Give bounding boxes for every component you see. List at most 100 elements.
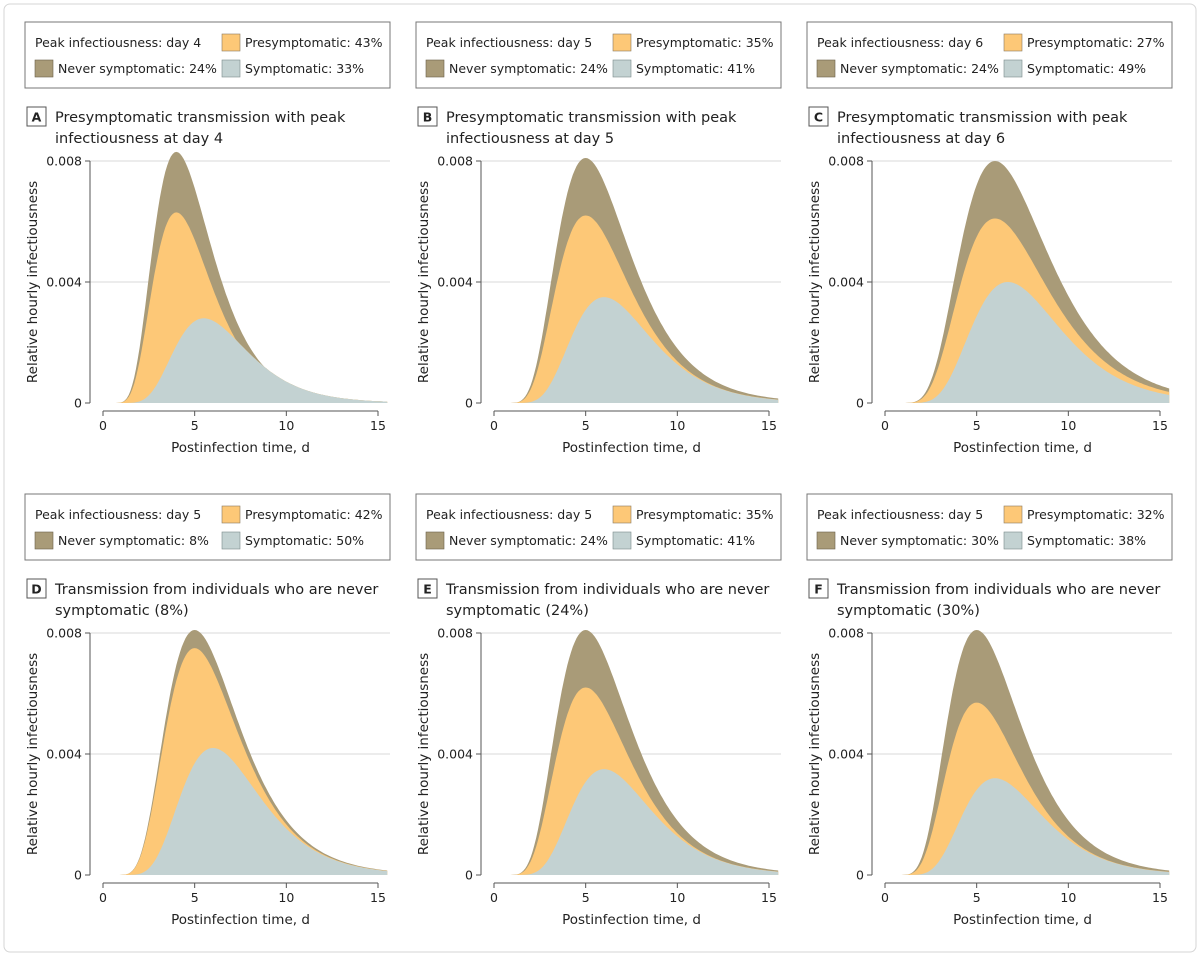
panel-title-line: infectiousness at day 6 — [837, 131, 1005, 147]
legend-swatch-symptomatic — [1003, 531, 1023, 550]
y-tick-label: 0.008 — [437, 626, 473, 641]
panel-letter: A — [32, 110, 42, 125]
y-tick-label: 0 — [856, 868, 864, 883]
panel-title-line: infectiousness at day 5 — [446, 131, 614, 147]
x-axis-label: Postinfection time, d — [953, 912, 1092, 928]
panel-title-line: Transmission from individuals who are ne… — [445, 582, 769, 598]
y-tick-label: 0 — [74, 868, 82, 883]
legend-swatch-never — [34, 531, 54, 550]
x-tick-label: 15 — [1152, 890, 1168, 905]
legend-swatch-presymptomatic — [1003, 33, 1023, 52]
y-tick-label: 0 — [74, 396, 82, 411]
legend-swatch-presymptomatic — [612, 33, 632, 52]
panel-title-line: Presymptomatic transmission with peak — [837, 110, 1128, 126]
legend-box — [415, 493, 782, 561]
y-tick-label: 0.004 — [46, 275, 82, 290]
x-tick-label: 10 — [669, 418, 685, 433]
legend-swatch-presymptomatic — [612, 505, 632, 524]
legend-never: Never symptomatic: 24% — [58, 61, 217, 76]
x-tick-label: 10 — [669, 890, 685, 905]
x-axis-label: Postinfection time, d — [562, 912, 701, 928]
legend-peak: Peak infectiousness: day 5 — [35, 507, 201, 522]
area-symptomatic — [885, 778, 1170, 875]
x-tick-label: 10 — [1060, 418, 1076, 433]
y-tick-label: 0.004 — [828, 747, 864, 762]
panel-title-line: Transmission from individuals who are ne… — [836, 582, 1160, 598]
y-tick-label: 0 — [856, 396, 864, 411]
y-tick-label: 0.004 — [828, 275, 864, 290]
panel-letter: D — [31, 582, 41, 597]
panel-title-line: Transmission from individuals who are ne… — [54, 582, 378, 598]
x-tick-label: 0 — [99, 418, 107, 433]
x-tick-label: 10 — [278, 890, 294, 905]
panel-a: Peak infectiousness: day 4 Presymptomatic… — [24, 21, 391, 456]
legend-swatch-presymptomatic — [1003, 505, 1023, 524]
legend-never: Never symptomatic: 24% — [449, 533, 608, 548]
legend-presymptomatic: Presymptomatic: 35% — [636, 35, 774, 50]
x-tick-label: 0 — [99, 890, 107, 905]
x-tick-label: 15 — [370, 418, 386, 433]
panel-b: Peak infectiousness: day 5 Presymptomatic… — [415, 21, 782, 456]
x-tick-label: 15 — [761, 418, 777, 433]
panel-title-line: Presymptomatic transmission with peak — [446, 110, 737, 126]
y-axis-label: Relative hourly infectiousness — [416, 181, 432, 383]
legend-swatch-never — [816, 531, 836, 550]
figure-border — [3, 3, 1197, 953]
y-tick-label: 0 — [465, 396, 473, 411]
legend-never: Never symptomatic: 30% — [840, 533, 999, 548]
legend-swatch-symptomatic — [612, 59, 632, 78]
x-tick-label: 15 — [1152, 418, 1168, 433]
x-tick-label: 0 — [881, 890, 889, 905]
panel-letter-box — [26, 106, 47, 127]
legend-box — [24, 493, 391, 561]
legend-never: Never symptomatic: 24% — [840, 61, 999, 76]
y-axis-label: Relative hourly infectiousness — [25, 181, 41, 383]
legend-presymptomatic: Presymptomatic: 42% — [245, 507, 383, 522]
legend-box — [806, 21, 1173, 89]
y-axis-label: Relative hourly infectiousness — [25, 653, 41, 855]
y-axis-label: Relative hourly infectiousness — [416, 653, 432, 855]
panel-f: Peak infectiousness: day 5 Presymptomatic… — [806, 493, 1173, 928]
legend-never: Never symptomatic: 24% — [449, 61, 608, 76]
legend-symptomatic: Symptomatic: 38% — [1027, 533, 1146, 548]
legend-box — [24, 21, 391, 89]
x-tick-label: 15 — [370, 890, 386, 905]
legend-symptomatic: Symptomatic: 33% — [245, 61, 364, 76]
legend-swatch-never — [816, 59, 836, 78]
y-tick-label: 0.004 — [46, 747, 82, 762]
legend-symptomatic: Symptomatic: 49% — [1027, 61, 1146, 76]
x-axis-label: Postinfection time, d — [171, 912, 310, 928]
legend-swatch-presymptomatic — [221, 33, 241, 52]
panel-letter-box — [808, 106, 829, 127]
y-tick-label: 0.008 — [437, 154, 473, 169]
y-tick-label: 0.008 — [46, 626, 82, 641]
legend-presymptomatic: Presymptomatic: 32% — [1027, 507, 1165, 522]
panel-letter-box — [417, 106, 438, 127]
legend-swatch-symptomatic — [221, 59, 241, 78]
panel-e: Peak infectiousness: day 5 Presymptomatic… — [415, 493, 782, 928]
legend-swatch-symptomatic — [221, 531, 241, 550]
y-tick-label: 0.004 — [437, 747, 473, 762]
legend-peak: Peak infectiousness: day 4 — [35, 35, 201, 50]
y-tick-label: 0.004 — [437, 275, 473, 290]
legend-presymptomatic: Presymptomatic: 35% — [636, 507, 774, 522]
y-axis-label: Relative hourly infectiousness — [807, 653, 823, 855]
panel-letter-box — [808, 578, 829, 599]
x-tick-label: 5 — [973, 890, 981, 905]
legend-peak: Peak infectiousness: day 5 — [426, 507, 592, 522]
y-tick-label: 0.008 — [46, 154, 82, 169]
legend-swatch-never — [34, 59, 54, 78]
x-tick-label: 10 — [278, 418, 294, 433]
x-tick-label: 15 — [761, 890, 777, 905]
panel-letter: B — [423, 110, 433, 125]
legend-swatch-never — [425, 59, 445, 78]
x-tick-label: 5 — [582, 890, 590, 905]
panel-title-line: symptomatic (30%) — [837, 603, 980, 619]
area-symptomatic — [494, 297, 779, 403]
x-tick-label: 5 — [973, 418, 981, 433]
legend-peak: Peak infectiousness: day 5 — [426, 35, 592, 50]
legend-swatch-never — [425, 531, 445, 550]
y-tick-label: 0.008 — [828, 626, 864, 641]
legend-swatch-symptomatic — [612, 531, 632, 550]
